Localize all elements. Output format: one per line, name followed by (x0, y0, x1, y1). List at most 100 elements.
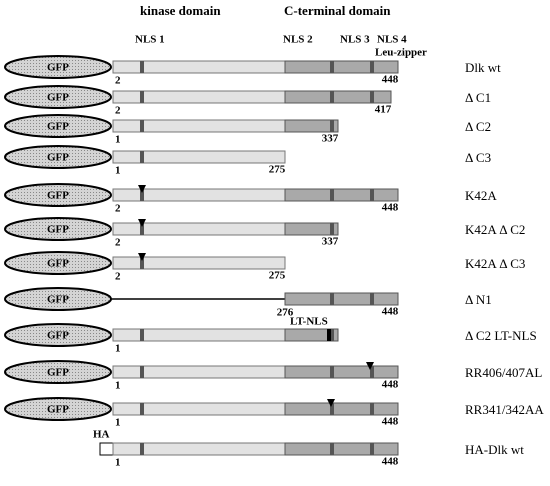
construct-name: Δ N1 (465, 292, 492, 307)
start-label: 1 (115, 457, 121, 469)
construct-name: K42A Δ C3 (465, 256, 525, 271)
insert-label: LT-NLS (290, 316, 328, 328)
cterminal-domain (284, 442, 399, 456)
kinase-domain (112, 150, 286, 164)
construct-name: Δ C2 (465, 119, 491, 134)
nls-mark (140, 403, 144, 415)
gfp-tag (4, 217, 112, 241)
nls-label: NLS 4 (377, 34, 407, 46)
construct-name: RR406/407AL (465, 365, 542, 380)
construct-name: Δ C2 LT-NLS (465, 328, 537, 343)
construct-name: K42A Δ C2 (465, 222, 525, 237)
kinase-domain (112, 328, 286, 342)
start-label: 1 (115, 417, 121, 429)
tag-label: GFP (47, 367, 69, 379)
start-label: 1 (115, 343, 121, 355)
nls-mark (140, 257, 144, 269)
start-label: 2 (115, 271, 121, 283)
tag-label: GFP (47, 121, 69, 133)
start-label: 276 (277, 307, 294, 319)
nls-mark (140, 151, 144, 163)
nls-label: NLS 3 (340, 34, 370, 46)
leu-zipper-label: Leu-zipper (375, 47, 427, 59)
nls-mark (330, 189, 334, 201)
tag-label: GFP (47, 62, 69, 74)
tag-label: GFP (47, 152, 69, 164)
kinase-domain (112, 365, 286, 379)
nls-mark (370, 293, 374, 305)
gfp-tag (4, 323, 112, 347)
tag-label: GFP (47, 404, 69, 416)
tag-label: GFP (47, 190, 69, 202)
ha-tag (99, 442, 114, 456)
mutation-arrow (138, 185, 146, 193)
start-label: 2 (115, 105, 121, 117)
start-label: 1 (115, 165, 121, 177)
gfp-tag (4, 85, 112, 109)
start-label: 2 (115, 75, 121, 87)
nls-mark (370, 443, 374, 455)
mutation-arrow (138, 253, 146, 261)
start-label: 2 (115, 237, 121, 249)
kinase-domain (112, 60, 286, 74)
gfp-tag (4, 55, 112, 79)
kinase-header: kinase domain (140, 3, 221, 18)
end-label: 448 (382, 306, 399, 318)
nls-mark (370, 91, 374, 103)
mutation-arrow (138, 219, 146, 227)
tag-label: GFP (47, 258, 69, 270)
cterminal-domain (284, 292, 399, 306)
tag-label: GFP (47, 330, 69, 342)
nls-mark (140, 189, 144, 201)
cterminal-domain (284, 222, 339, 236)
nls-mark (370, 366, 374, 378)
mutation-arrow (366, 362, 374, 370)
end-label: 448 (382, 74, 399, 86)
nls-mark (370, 61, 374, 73)
cterminal-domain (284, 60, 399, 74)
cterminal-domain (284, 328, 339, 342)
nls-mark (330, 329, 334, 341)
cterminal-domain (284, 188, 399, 202)
end-label: 337 (322, 236, 339, 248)
lt-nls-mark (327, 329, 331, 341)
nls-mark (330, 120, 334, 132)
end-label: 337 (322, 133, 339, 145)
cterminal-domain (284, 402, 399, 416)
nls-mark (330, 366, 334, 378)
gfp-tag (4, 360, 112, 384)
end-label: 448 (382, 416, 399, 428)
end-label: 448 (382, 202, 399, 214)
nls-mark (140, 91, 144, 103)
end-label: 448 (382, 456, 399, 468)
nls-mark (330, 91, 334, 103)
nls-mark (370, 189, 374, 201)
cterminal-header: C-terminal domain (284, 3, 391, 18)
tag-label: GFP (47, 92, 69, 104)
kinase-domain (112, 442, 286, 456)
gfp-tag (4, 397, 112, 421)
nls-mark (330, 443, 334, 455)
gfp-tag (4, 145, 112, 169)
kinase-domain (112, 90, 286, 104)
nls-mark (370, 403, 374, 415)
gfp-tag (4, 251, 112, 275)
nls-mark (140, 329, 144, 341)
nls-mark (140, 443, 144, 455)
kinase-domain (112, 188, 286, 202)
construct-name: K42A (465, 188, 497, 203)
cterminal-domain (284, 90, 392, 104)
nls-mark (140, 61, 144, 73)
tag-label: GFP (47, 224, 69, 236)
gfp-tag (4, 183, 112, 207)
tag-label: GFP (47, 294, 69, 306)
cterminal-domain (284, 365, 399, 379)
kinase-domain (112, 402, 286, 416)
kinase-domain (112, 119, 286, 133)
construct-name: Δ C3 (465, 150, 491, 165)
construct-name: RR341/342AA (465, 402, 544, 417)
start-label: 1 (115, 134, 121, 146)
nls-mark (330, 403, 334, 415)
construct-name: Δ C1 (465, 90, 491, 105)
